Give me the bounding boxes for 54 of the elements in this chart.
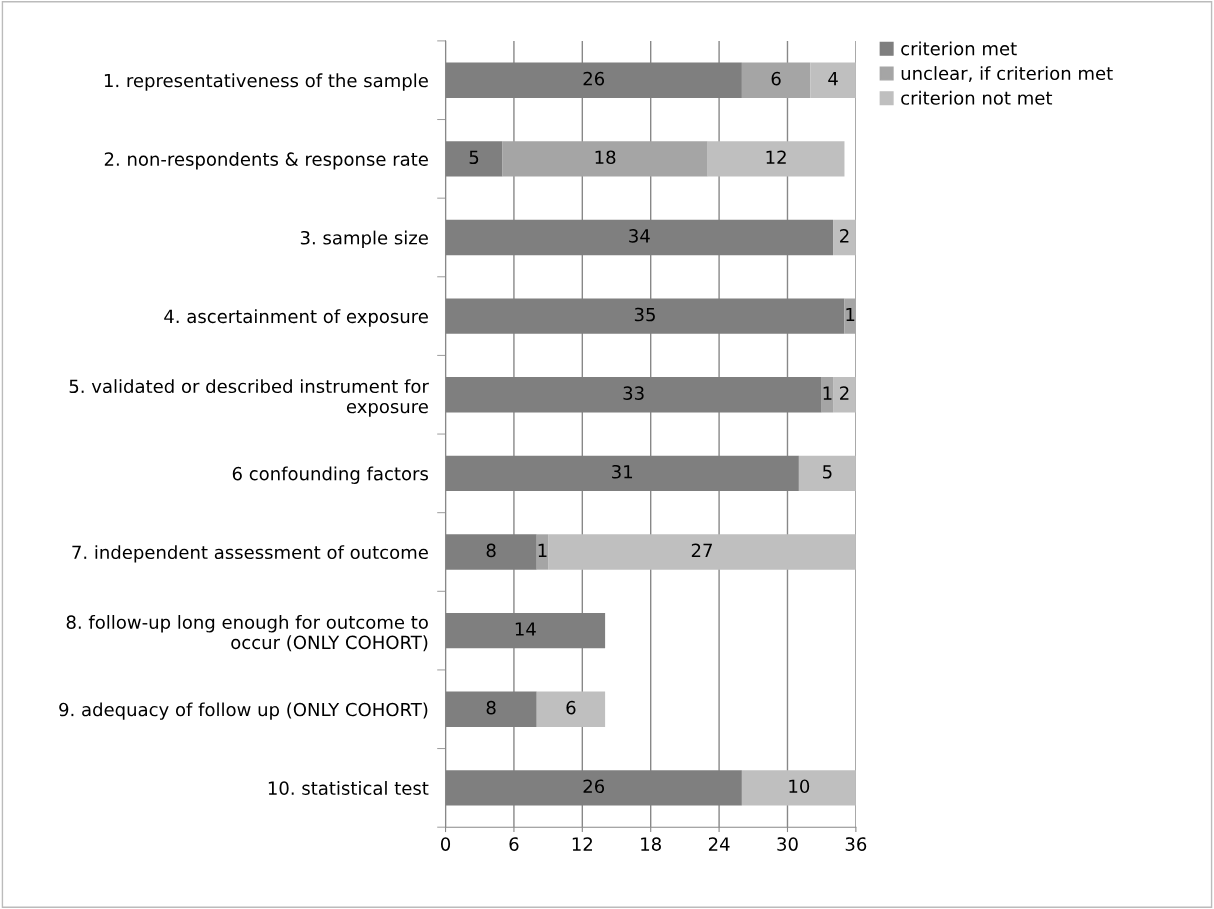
data-label: 4 xyxy=(828,72,838,86)
x-tick-label: 12 xyxy=(572,837,592,851)
bar xyxy=(707,141,845,177)
y-tick-label: 9. adequacy of follow up (ONLY COHORT) xyxy=(59,702,428,720)
y-tick-label: 2. non-respondents & response rate xyxy=(104,151,428,170)
y-tick-label: 7. independent assessment of outcome xyxy=(72,545,428,563)
x-tick-label: 6 xyxy=(509,837,519,851)
data-label: 26 xyxy=(583,779,605,794)
x-tick-label: 0 xyxy=(440,837,451,851)
bar xyxy=(833,377,856,413)
data-label: 33 xyxy=(623,386,644,400)
data-label: 12 xyxy=(766,150,786,164)
bar xyxy=(833,219,856,256)
data-label: 34 xyxy=(629,229,650,243)
data-label: 5 xyxy=(469,150,479,165)
legend-label: criterion not met xyxy=(901,90,1053,105)
bar xyxy=(844,298,856,334)
bar xyxy=(741,62,811,98)
bar xyxy=(536,691,606,727)
data-label: 18 xyxy=(595,150,616,165)
y-tick-label: 1. representativeness of the sample xyxy=(104,73,428,91)
y-tick-label: 3. sample size xyxy=(300,230,428,249)
x-tick-label: 24 xyxy=(708,837,730,851)
y-tick-label: 10. statistical test xyxy=(268,781,429,795)
data-label: 8 xyxy=(486,543,496,558)
data-label: 5 xyxy=(823,465,832,479)
data-label: 26 xyxy=(583,71,605,86)
bar xyxy=(798,455,856,492)
x-tick-label: 30 xyxy=(777,837,798,851)
data-label: 31 xyxy=(612,464,633,479)
data-label: 2 xyxy=(840,229,849,243)
data-label: 1 xyxy=(846,307,855,322)
bar xyxy=(741,770,856,806)
data-label: 10 xyxy=(789,779,810,794)
y-tick-label: 6 confounding factors xyxy=(232,466,428,484)
data-label: 6 xyxy=(771,71,781,86)
data-label: 6 xyxy=(566,700,576,715)
legend-label: criterion met xyxy=(901,41,1017,56)
bar xyxy=(810,62,856,98)
data-label: 27 xyxy=(691,543,712,557)
legend-label: unclear, if criterion met xyxy=(901,66,1113,82)
data-label: 35 xyxy=(634,307,655,322)
data-label: 2 xyxy=(840,386,849,400)
x-tick-label: 18 xyxy=(641,837,661,851)
y-tick-label: 5. validated or described instrument for exposure xyxy=(69,379,429,417)
bar xyxy=(548,534,856,570)
data-label: 14 xyxy=(515,622,536,636)
data-label: 1 xyxy=(538,543,547,557)
y-tick-label: 4. ascertainment of exposure xyxy=(164,309,428,327)
data-label: 1 xyxy=(823,386,832,400)
data-label: 8 xyxy=(486,700,496,715)
y-tick-label: 8. follow-up long enough for outcome to occur (ONLY COHORT) xyxy=(66,615,428,652)
bar xyxy=(502,141,708,177)
x-tick-label: 36 xyxy=(845,837,867,851)
